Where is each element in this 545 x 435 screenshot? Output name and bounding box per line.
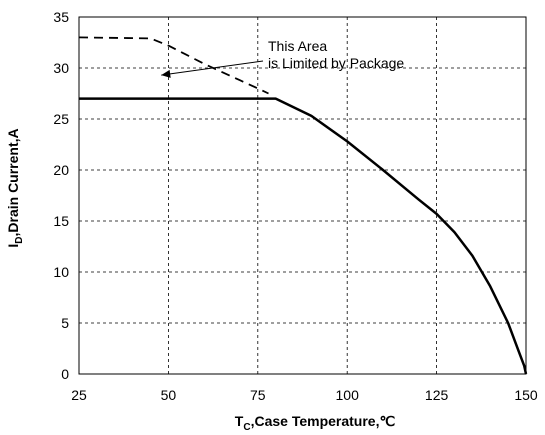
- x-tick-label: 50: [161, 387, 177, 403]
- x-tick-label: 25: [71, 387, 87, 403]
- y-tick-label: 10: [53, 264, 69, 280]
- x-tick-label: 75: [250, 387, 266, 403]
- tick-labels: 25 50 75 100 125 150 0 5 10 15 20 25 30 35: [53, 9, 537, 403]
- x-tick-label: 100: [336, 387, 360, 403]
- series-package-limit-line: [78, 36, 269, 95]
- series-drain-current-line: [79, 97, 528, 375]
- y-tick-label: 25: [53, 111, 69, 127]
- plot-frame: [78, 16, 527, 375]
- annotation-line-1: This Area: [268, 38, 327, 54]
- y-axis-title: ID,Drain Current,A: [5, 128, 25, 247]
- y-axis-title-rest: ,Drain Current,A: [5, 128, 21, 236]
- x-axis-title-main: T: [235, 413, 244, 429]
- x-axis-title-rest: ,Case Temperature,℃: [251, 413, 396, 429]
- annotation: This Area is Limited by Package: [161, 38, 404, 78]
- y-tick-label: 15: [53, 213, 69, 229]
- series-layer: [78, 36, 528, 375]
- y-tick-label: 30: [53, 60, 69, 76]
- x-axis-title-sub: C: [243, 422, 250, 433]
- annotation-arrow: [161, 60, 264, 76]
- y-tick-label: 20: [53, 162, 69, 178]
- annotation-line-2: is Limited by Package: [268, 55, 404, 71]
- x-tick-label: 125: [425, 387, 449, 403]
- annotation-arrowhead: [161, 69, 171, 78]
- y-axis-title-main: I: [5, 244, 21, 248]
- y-tick-label: 0: [61, 366, 69, 382]
- grid-lines: [79, 17, 526, 374]
- y-tick-label: 35: [53, 9, 69, 25]
- x-axis-title: TC,Case Temperature,℃: [235, 413, 396, 433]
- y-tick-label: 5: [61, 315, 69, 331]
- x-tick-label: 150: [514, 387, 538, 403]
- y-axis-title-sub: D: [14, 237, 25, 244]
